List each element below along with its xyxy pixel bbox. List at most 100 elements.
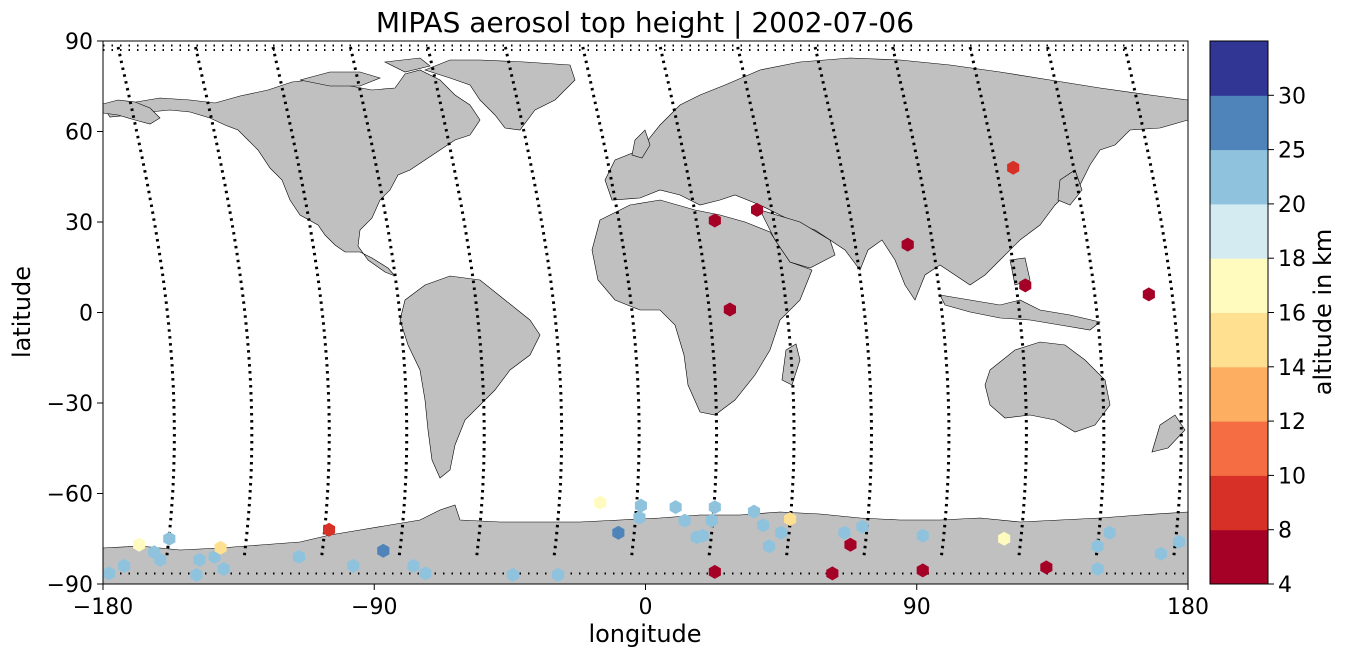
- chart-title: MIPAS aerosol top height | 2002-07-06: [376, 6, 914, 39]
- data-point: [323, 522, 336, 537]
- y-axis-label: latitude: [8, 266, 36, 358]
- y-tick-label: −90: [47, 573, 93, 598]
- data-point: [757, 518, 770, 533]
- colorbar-tick-label: 16: [1278, 302, 1306, 327]
- orbit-track: [813, 46, 873, 558]
- land-layer: [103, 57, 1188, 584]
- land-alaska: [103, 99, 161, 125]
- colorbar-tick-label: 8: [1278, 519, 1292, 544]
- data-point: [1007, 160, 1020, 175]
- colorbar-segment: [1210, 95, 1268, 151]
- data-point: [838, 525, 851, 540]
- data-point: [1154, 546, 1167, 561]
- data-point: [901, 237, 914, 252]
- data-point: [133, 537, 146, 552]
- x-tick-label: −90: [351, 595, 397, 620]
- orbit-tracks: [103, 44, 1188, 575]
- x-tick-label: −180: [73, 595, 133, 620]
- data-point: [705, 513, 718, 528]
- data-point: [916, 528, 929, 543]
- colorbar-tick-label: 30: [1278, 84, 1306, 109]
- data-point: [1091, 561, 1104, 576]
- orbit-track: [426, 46, 486, 558]
- colorbar-segment: [1210, 421, 1268, 476]
- data-point: [1103, 525, 1116, 540]
- colorbar-label: altitude in km: [1309, 229, 1337, 396]
- land-greenland: [424, 59, 576, 131]
- data-point: [103, 566, 116, 581]
- data-point: [407, 558, 420, 573]
- orbit-track: [1123, 46, 1183, 558]
- colorbar-tick-label: 25: [1278, 139, 1306, 164]
- data-point: [723, 302, 736, 317]
- data-point: [708, 500, 721, 515]
- land-south-america: [399, 275, 541, 479]
- data-point: [594, 495, 607, 510]
- orbit-track: [348, 46, 409, 558]
- y-tick-label: 90: [65, 30, 93, 55]
- x-tick-label: 0: [639, 595, 653, 620]
- data-point: [633, 510, 646, 525]
- land-australia: [984, 341, 1111, 433]
- data-point: [634, 498, 647, 513]
- land-arctic-islands: [299, 57, 431, 87]
- data-point: [419, 566, 432, 581]
- data-point: [708, 213, 721, 228]
- data-point: [1040, 560, 1053, 575]
- x-axis: −180 −90 0 90 180: [73, 584, 1209, 620]
- orbit-track: [503, 46, 564, 558]
- land-arabia: [759, 209, 836, 269]
- data-point: [190, 567, 203, 582]
- orbit-track: [736, 46, 796, 558]
- data-point: [612, 525, 625, 540]
- y-tick-label: 0: [79, 302, 93, 327]
- data-point: [118, 558, 131, 573]
- data-point: [784, 512, 797, 527]
- data-point: [1091, 539, 1104, 554]
- data-point: [678, 513, 691, 528]
- data-point: [844, 537, 857, 552]
- y-tick-label: −60: [47, 483, 93, 508]
- y-tick-label: −30: [47, 392, 93, 417]
- colorbar-tick-label: 4: [1278, 573, 1292, 598]
- colorbar-tick-label: 20: [1278, 193, 1306, 218]
- data-point: [1142, 287, 1155, 302]
- data-point: [775, 525, 788, 540]
- data-point: [163, 531, 176, 546]
- x-axis-label: longitude: [588, 620, 701, 648]
- world-map: [103, 41, 1188, 584]
- data-point: [751, 202, 764, 217]
- y-tick-label: 30: [65, 211, 93, 236]
- data-point: [998, 531, 1011, 546]
- x-tick-label: 180: [1167, 595, 1209, 620]
- data-point: [1172, 534, 1185, 549]
- data-point: [1019, 278, 1032, 293]
- data-point: [506, 567, 519, 582]
- data-point: [747, 504, 761, 519]
- y-tick-label: 60: [65, 121, 93, 146]
- orbit-track: [658, 46, 719, 558]
- land-british-isles: [631, 129, 651, 159]
- x-tick-label: 90: [903, 595, 931, 620]
- data-point: [856, 519, 869, 534]
- colorbar-segment: [1210, 366, 1268, 422]
- data-point: [193, 552, 206, 567]
- colorbar-segment: [1210, 529, 1268, 585]
- data-point: [217, 561, 230, 576]
- data-points: [103, 160, 1185, 582]
- data-point: [208, 549, 221, 564]
- land-africa: [591, 199, 813, 416]
- data-point: [552, 567, 565, 582]
- land-new-zealand: [1151, 414, 1186, 453]
- colorbar-segment: [1210, 475, 1268, 531]
- data-point: [292, 549, 305, 564]
- colorbar-segment: [1210, 149, 1268, 205]
- y-axis: −90 −60 −30 0 30 60 90: [47, 30, 103, 598]
- colorbar-segment: [1210, 258, 1268, 313]
- orbit-track: [1046, 46, 1106, 558]
- data-point: [377, 543, 390, 558]
- data-point: [214, 540, 227, 555]
- orbit-track: [271, 46, 331, 558]
- colorbar-segment: [1210, 203, 1268, 259]
